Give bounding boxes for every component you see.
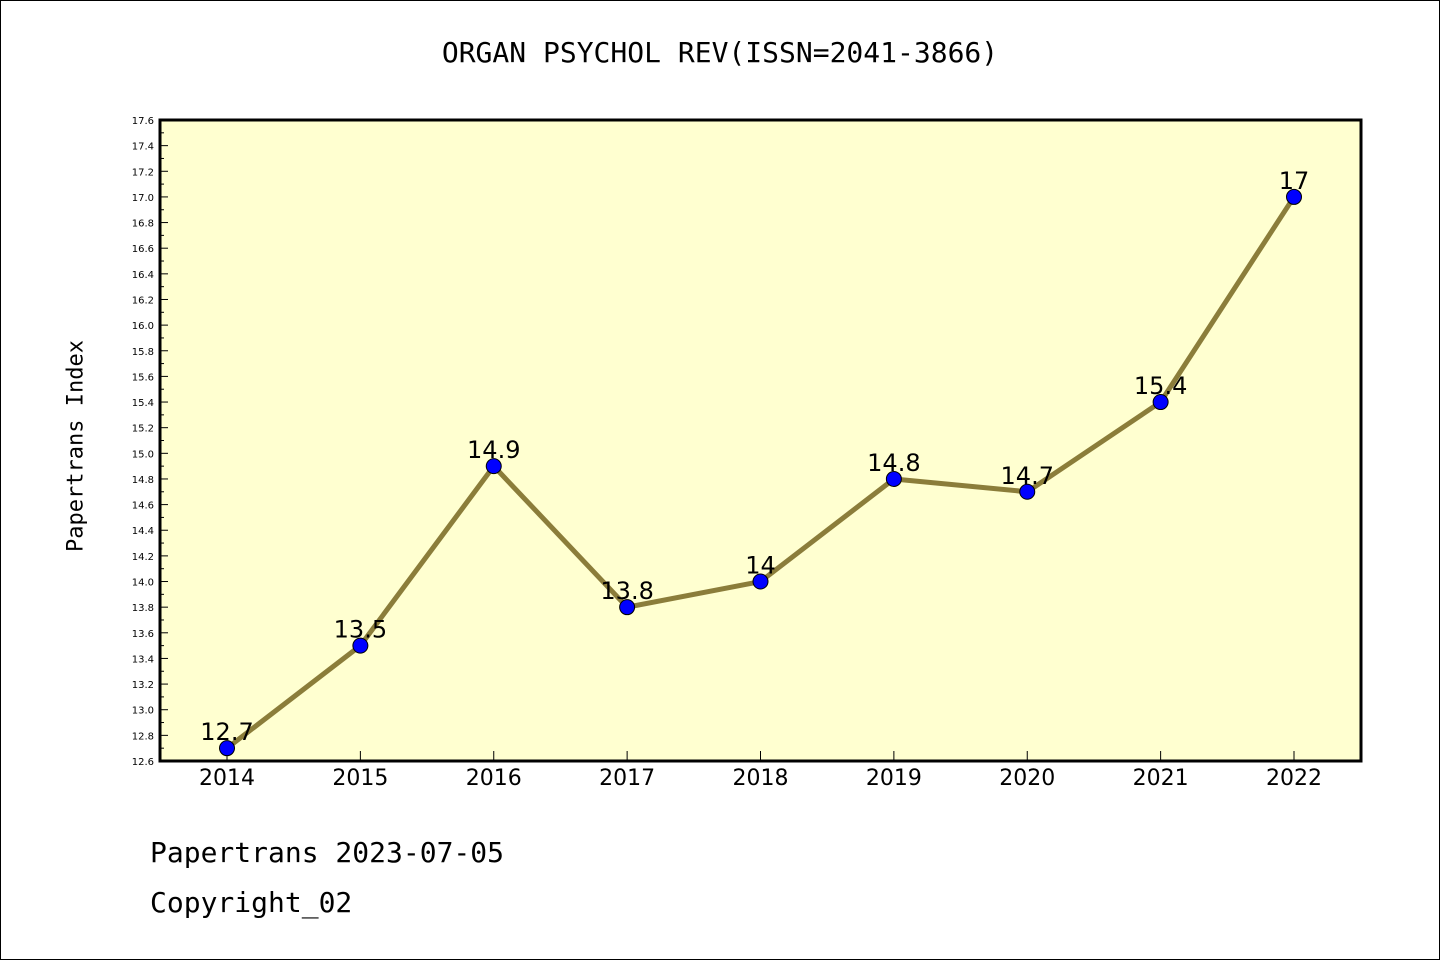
data-label: 15.4 bbox=[1134, 372, 1187, 400]
y-tick-label: 13.4 bbox=[132, 654, 154, 665]
y-tick-label: 12.6 bbox=[132, 757, 154, 768]
y-tick-label: 16.0 bbox=[132, 321, 154, 332]
data-point bbox=[1152, 394, 1169, 411]
x-tick-label: 2017 bbox=[599, 766, 655, 791]
x-tick-label: 2014 bbox=[199, 766, 255, 791]
x-tick-label: 2020 bbox=[999, 766, 1055, 791]
data-label: 14.7 bbox=[1001, 462, 1054, 490]
data-label: 17 bbox=[1279, 167, 1310, 195]
y-tick-label: 14.2 bbox=[132, 552, 154, 563]
y-tick-label: 17.2 bbox=[132, 167, 154, 178]
y-tick-label: 16.6 bbox=[132, 244, 154, 255]
y-tick-label: 12.8 bbox=[132, 731, 154, 742]
data-markers bbox=[219, 188, 1302, 757]
data-labels: 12.7 13.5 14.9 13.8 14 14.8 14.7 15.4 17 bbox=[200, 167, 1309, 746]
y-tick-label: 15.8 bbox=[132, 347, 154, 358]
data-label: 14.9 bbox=[467, 436, 520, 464]
x-tick-label: 2015 bbox=[332, 766, 388, 791]
data-point bbox=[885, 470, 902, 487]
y-tick-label: 15.4 bbox=[132, 398, 154, 409]
data-point bbox=[219, 740, 235, 757]
y-tick-label: 16.8 bbox=[132, 219, 154, 230]
y-tick-label: 13.6 bbox=[132, 629, 154, 640]
y-axis-ticks: 12.6 12.8 13.0 13.2 13.4 13.6 13.8 14.0 14.2 14.4… bbox=[132, 116, 168, 768]
data-label: 13.8 bbox=[600, 577, 653, 605]
y-tick-label: 14.6 bbox=[132, 501, 154, 512]
y-tick-label: 14.8 bbox=[132, 475, 154, 486]
data-label: 14 bbox=[745, 552, 776, 580]
y-tick-label: 15.0 bbox=[132, 449, 154, 460]
data-point bbox=[485, 458, 502, 475]
y-tick-label: 17.6 bbox=[132, 116, 154, 127]
data-label: 14.8 bbox=[867, 449, 920, 477]
data-point bbox=[352, 637, 369, 654]
y-tick-label: 13.0 bbox=[132, 706, 154, 717]
y-tick-label: 15.2 bbox=[132, 424, 154, 435]
data-label: 12.7 bbox=[200, 718, 253, 746]
data-point bbox=[1286, 188, 1302, 205]
y-tick-label: 17.4 bbox=[132, 142, 154, 153]
x-tick-label: 2018 bbox=[733, 766, 789, 791]
x-tick-label: 2021 bbox=[1133, 766, 1189, 791]
x-tick-label: 2016 bbox=[466, 766, 522, 791]
x-tick-label: 2022 bbox=[1266, 766, 1322, 791]
chart-title: ORGAN PSYCHOL REV(ISSN=2041-3866) bbox=[441, 36, 999, 69]
data-label: 13.5 bbox=[334, 616, 387, 644]
y-tick-label: 17.0 bbox=[132, 193, 154, 204]
data-point bbox=[619, 599, 636, 616]
y-tick-label: 13.8 bbox=[132, 603, 154, 614]
x-tick-label: 2019 bbox=[866, 766, 922, 791]
data-point bbox=[752, 573, 769, 590]
y-tick-label: 16.4 bbox=[132, 270, 154, 281]
y-tick-label: 15.6 bbox=[132, 372, 154, 383]
footer-date: Papertrans 2023-07-05 bbox=[150, 836, 505, 869]
data-point bbox=[1019, 483, 1036, 500]
y-tick-label: 14.0 bbox=[132, 578, 154, 589]
plot-area bbox=[158, 118, 1363, 763]
y-tick-label: 14.4 bbox=[132, 526, 154, 537]
y-tick-label: 16.2 bbox=[132, 295, 154, 306]
x-axis-ticks: 2014 2015 2016 2017 2018 2019 2020 2021 2022 bbox=[199, 751, 1322, 791]
footer-copyright: Copyright_02 bbox=[150, 886, 353, 919]
y-tick-label: 13.2 bbox=[132, 680, 154, 691]
